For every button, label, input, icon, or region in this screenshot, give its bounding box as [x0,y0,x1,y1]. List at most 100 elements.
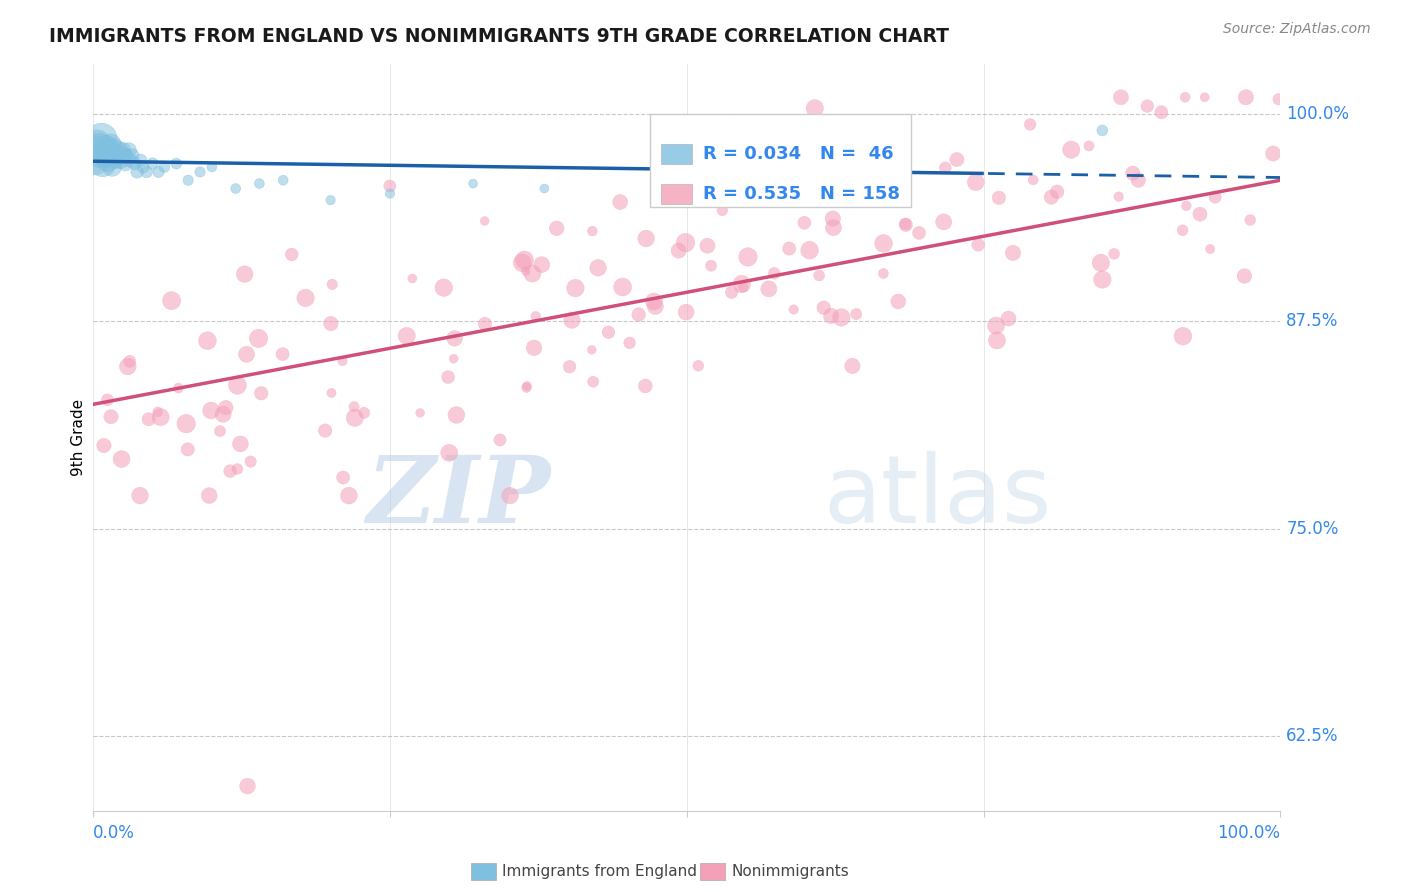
Point [101,160,124,174]
Point [1233,268,1256,283]
Point [695,186,717,200]
Point [115,148,138,162]
Point [98,148,121,162]
Point [198,489,221,503]
Point [823,220,845,235]
Point [799,244,821,258]
Point [581,224,603,238]
Point [111,144,134,158]
Point [200,403,222,417]
Point [474,317,496,331]
Point [1109,90,1132,104]
Text: Nonimmigrants: Nonimmigrants [731,864,849,879]
Point [271,173,294,187]
Point [845,307,868,321]
Text: 75.0%: 75.0% [1286,520,1339,538]
Point [733,280,755,294]
Point [96,140,118,154]
Point [582,375,605,389]
Point [804,101,827,115]
Point [1019,118,1042,132]
Point [838,176,860,190]
Point [515,264,537,278]
Point [153,160,176,174]
Point [808,268,831,283]
Point [512,256,534,270]
Point [226,378,249,392]
Point [813,301,835,315]
Point [634,379,657,393]
Point [720,285,742,300]
Point [247,177,270,191]
Point [965,175,987,189]
Point [763,266,786,280]
Point [226,462,249,476]
Point [439,446,461,460]
Point [872,267,894,281]
Point [236,779,259,793]
Point [778,242,800,256]
Point [395,329,418,343]
Point [94,148,117,162]
Point [1171,329,1194,343]
Point [129,489,152,503]
Point [586,260,609,275]
Point [208,424,231,438]
Point [280,247,302,261]
Point [97,144,120,158]
Point [564,281,586,295]
Point [1267,92,1289,106]
Point [1040,190,1063,204]
Point [1204,190,1226,204]
Point [872,236,894,251]
Point [343,400,366,414]
Point [132,160,155,174]
Point [129,153,152,168]
Point [91,156,114,170]
Text: IMMIGRANTS FROM ENGLAND VS NONIMMIGRANTS 9TH GRADE CORRELATION CHART: IMMIGRANTS FROM ENGLAND VS NONIMMIGRANTS… [49,27,949,45]
Point [100,136,122,151]
Point [461,177,484,191]
Point [177,442,200,457]
Point [160,293,183,308]
Point [1078,139,1101,153]
Point [1234,90,1257,104]
Point [93,439,115,453]
Point [1136,99,1159,113]
Point [100,409,122,424]
Point [515,381,537,395]
Point [721,147,744,161]
Point [118,144,141,158]
Point [146,405,169,419]
Point [675,305,697,319]
Text: R = 0.535   N = 158: R = 0.535 N = 158 [703,186,900,203]
Point [1022,173,1045,187]
Point [894,217,917,231]
Point [409,406,432,420]
Point [148,165,170,179]
Point [219,464,242,478]
Point [250,386,273,401]
Point [1188,207,1211,221]
Point [343,410,366,425]
Point [114,156,136,170]
Point [821,211,844,226]
Point [830,310,852,325]
Point [314,424,336,438]
Point [524,310,547,324]
Point [212,407,235,421]
Point [598,325,620,339]
Point [1102,247,1125,261]
Point [127,165,149,179]
Point [887,126,910,140]
Point [294,291,316,305]
Point [1239,213,1261,227]
Point [86,136,108,151]
Point [443,331,465,345]
Point [1001,246,1024,260]
Point [619,335,641,350]
Point [533,181,555,195]
Point [235,347,257,361]
Point [110,153,132,168]
Point [233,267,256,281]
